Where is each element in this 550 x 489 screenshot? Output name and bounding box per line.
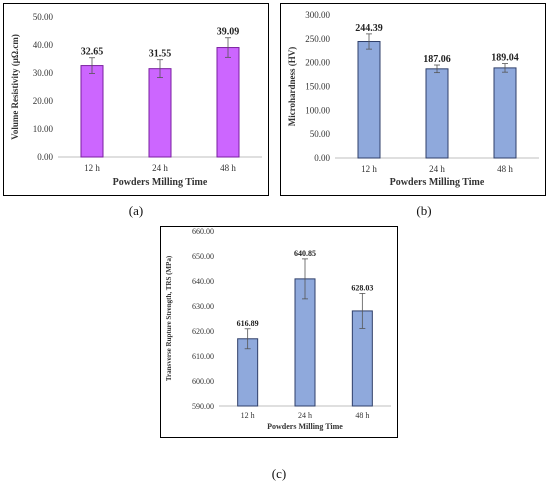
chart-b-bar — [425, 68, 449, 159]
chart-panel-a: 0.00 10.00 20.00 30.00 40.00 50.00 32.65 12 h 31… — [3, 3, 269, 196]
chart-a-error-bar — [89, 57, 95, 74]
chart-a-data-label: 39.09 — [217, 27, 240, 38]
chart-a-category-label: 24 h — [152, 163, 168, 173]
chart-a-bar — [148, 68, 172, 158]
chart-c-category-label: 48 h — [355, 411, 369, 420]
chart-c-x-axis-title: Powders Milling Time — [267, 422, 343, 431]
chart-c-error-bar — [359, 293, 366, 329]
chart-c-category-label: 24 h — [298, 411, 312, 420]
chart-c-y-axis-title: Transverse Rupture Strength, TRS (MPa) — [165, 255, 173, 381]
chart-b-ytick-label: 300.00 — [305, 10, 330, 20]
chart-c-data-label: 640.85 — [294, 249, 316, 258]
chart-b-data-label: 189.04 — [491, 53, 519, 64]
chart-c-svg: 590.00 600.00 610.00 620.00 630.00 640.00 650.… — [165, 227, 391, 431]
chart-c-error-bar — [302, 258, 308, 300]
chart-a-ytick-label: 40.00 — [33, 40, 54, 50]
chart-b-x-axis-title: Powders Milling Time — [390, 177, 485, 188]
chart-b-error-bar — [434, 64, 440, 74]
chart-b-svg: 0.00 50.00 100.00 150.00 200.00 250.00 300.00 2… — [287, 10, 539, 188]
chart-a-svg: 0.00 10.00 20.00 30.00 40.00 50.00 32.65 12 h 31… — [10, 12, 262, 188]
chart-c-ytick-label: 600.00 — [192, 377, 214, 386]
chart-b-y-axis-title: Microhardness (HV) — [287, 47, 297, 127]
chart-b-data-label: 244.39 — [355, 23, 383, 34]
chart-c-ytick-label: 620.00 — [192, 327, 214, 336]
chart-a-bar — [216, 47, 240, 158]
chart-b-ytick-label: 150.00 — [305, 82, 330, 92]
chart-a-ytick-label: 30.00 — [33, 68, 54, 78]
chart-c-ytick-label: 610.00 — [192, 352, 214, 361]
chart-b-ytick-label: 50.00 — [310, 129, 331, 139]
chart-a-bar — [80, 65, 104, 158]
chart-c-data-label: 616.89 — [237, 319, 259, 328]
chart-b-error-bar — [502, 63, 508, 73]
chart-a-x-axis-title: Powders Milling Time — [113, 177, 208, 188]
chart-b-ytick-label: 0.00 — [314, 153, 330, 163]
chart-panel-c: 590.00 600.00 610.00 620.00 630.00 640.00 650.… — [160, 226, 398, 438]
caption-c: (c) — [271, 466, 287, 481]
chart-b-ytick-label: 100.00 — [305, 105, 330, 115]
chart-c-ytick-label: 640.00 — [192, 277, 214, 286]
chart-a-data-label: 32.65 — [81, 47, 104, 58]
chart-c-error-bar — [244, 328, 251, 350]
chart-b-bar — [493, 67, 517, 159]
chart-c-data-label: 628.03 — [351, 283, 373, 292]
chart-a-ytick-label: 0.00 — [37, 152, 53, 162]
chart-a-ytick-label: 50.00 — [33, 12, 54, 22]
chart-a-error-bar — [157, 59, 163, 79]
chart-a-data-label: 31.55 — [149, 49, 172, 60]
chart-b-category-label: 48 h — [497, 164, 513, 174]
chart-b-category-label: 12 h — [361, 164, 377, 174]
chart-c-category-label: 12 h — [241, 411, 255, 420]
chart-b-data-label: 187.06 — [423, 54, 451, 65]
caption-a: (a) — [128, 203, 144, 218]
chart-c-ytick-label: 630.00 — [192, 302, 214, 311]
chart-a-error-bar — [225, 37, 231, 58]
chart-b-bar — [357, 41, 381, 159]
chart-b-ytick-label: 250.00 — [305, 34, 330, 44]
chart-b-category-label: 24 h — [429, 164, 445, 174]
chart-c-ytick-label: 650.00 — [192, 252, 214, 261]
chart-panel-b: 0.00 50.00 100.00 150.00 200.00 250.00 300.00 2… — [280, 3, 546, 196]
chart-c-ytick-label: 660.00 — [192, 227, 214, 236]
chart-b-ytick-label: 200.00 — [305, 58, 330, 68]
caption-b: (b) — [416, 203, 432, 218]
chart-a-ytick-label: 10.00 — [33, 124, 54, 134]
chart-c-ytick-label: 590.00 — [192, 402, 214, 411]
chart-a-category-label: 12 h — [84, 163, 100, 173]
chart-b-error-bar — [366, 33, 372, 50]
chart-a-y-axis-title: Volume Resistivity (μΩ.cm) — [10, 34, 20, 140]
chart-a-category-label: 48 h — [220, 163, 236, 173]
chart-a-ytick-label: 20.00 — [33, 96, 54, 106]
